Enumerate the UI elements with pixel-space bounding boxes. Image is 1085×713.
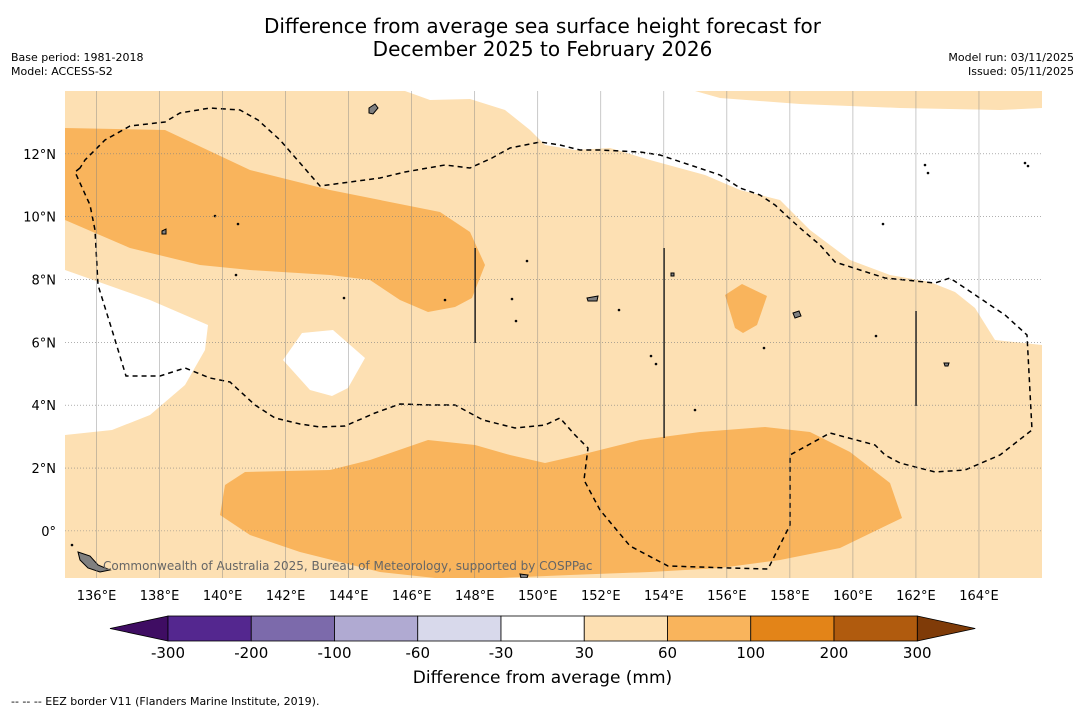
colorbar-bin bbox=[500, 615, 585, 642]
island bbox=[874, 334, 878, 338]
chart-title: Difference from average sea surface heig… bbox=[0, 15, 1085, 61]
lon-tick-label: 156°E bbox=[707, 589, 747, 604]
island bbox=[161, 228, 167, 235]
island bbox=[514, 319, 518, 323]
title-line-1: Difference from average sea surface heig… bbox=[263, 14, 822, 38]
map-watermark: Commonwealth of Australia 2025, Bureau o… bbox=[103, 559, 593, 573]
title-line-2: December 2025 to February 2026 bbox=[372, 37, 713, 61]
colorbar-tick-label: -200 bbox=[234, 644, 268, 662]
colorbar-bin bbox=[167, 615, 252, 642]
lat-tick-label: 6°N bbox=[32, 336, 57, 351]
anomaly-region-60-100 bbox=[220, 427, 902, 578]
lon-tick-label: 162°E bbox=[896, 589, 936, 604]
colorbar-bin bbox=[667, 615, 752, 642]
lon-tick-label: 146°E bbox=[392, 589, 432, 604]
lon-tick-label: 154°E bbox=[644, 589, 684, 604]
island bbox=[443, 298, 447, 302]
island bbox=[617, 308, 621, 312]
island bbox=[510, 297, 514, 301]
anomaly-region-60-100 bbox=[65, 128, 485, 312]
island bbox=[1023, 161, 1027, 165]
lon-tick-label: 152°E bbox=[581, 589, 621, 604]
lat-tick-label: 4°N bbox=[32, 399, 57, 414]
colorbar-over-arrow bbox=[916, 615, 976, 642]
island bbox=[926, 171, 930, 175]
info-right: Model run: 03/11/2025 Issued: 05/11/2025 bbox=[948, 51, 1074, 79]
anomaly-region-60-100 bbox=[725, 284, 767, 333]
lat-tick-label: 0° bbox=[41, 525, 56, 540]
longitude-labels: 136°E 138°E 140°E 142°E 144°E 146°E 148°E 150°E… bbox=[77, 589, 999, 604]
island bbox=[525, 259, 529, 263]
colorbar-tick-label: 60 bbox=[658, 644, 677, 662]
lat-tick-label: 8°N bbox=[32, 274, 57, 289]
lon-tick-label: 138°E bbox=[140, 589, 180, 604]
lon-tick-label: 150°E bbox=[518, 589, 558, 604]
eez-border bbox=[74, 107, 1033, 570]
lon-tick-label: 164°E bbox=[959, 589, 999, 604]
island bbox=[670, 272, 675, 277]
islands bbox=[70, 103, 1030, 578]
issued-date: Issued: 05/11/2025 bbox=[967, 65, 1074, 78]
base-period: Base period: 1981-2018 bbox=[11, 51, 144, 64]
lat-tick-label: 10°N bbox=[23, 211, 56, 226]
colorbar-bin bbox=[334, 615, 419, 642]
island bbox=[792, 310, 802, 319]
colorbar-title: Difference from average (mm) bbox=[412, 668, 673, 688]
colorbar-tick-label: 30 bbox=[575, 644, 594, 662]
island bbox=[881, 222, 885, 226]
island bbox=[923, 163, 927, 167]
island bbox=[234, 273, 238, 277]
island bbox=[519, 573, 529, 578]
colorbar-tick-label: -60 bbox=[406, 644, 431, 662]
colorbar-bin bbox=[583, 615, 668, 642]
colorbar: -300 -200 -100 -60 -30 30 60 100 200 300 bbox=[109, 615, 976, 662]
island bbox=[70, 543, 74, 547]
lon-tick-label: 160°E bbox=[833, 589, 873, 604]
model-name: Model: ACCESS-S2 bbox=[11, 65, 113, 78]
lon-tick-label: 148°E bbox=[455, 589, 495, 604]
island bbox=[693, 408, 697, 412]
island bbox=[586, 295, 599, 302]
colorbar-bin bbox=[250, 615, 335, 642]
colorbar-bin bbox=[417, 615, 502, 642]
island bbox=[77, 551, 112, 573]
info-left: Base period: 1981-2018 Model: ACCESS-S2 bbox=[11, 51, 143, 79]
gridlines bbox=[65, 91, 1042, 578]
island bbox=[1026, 164, 1030, 168]
lat-tick-label: 2°N bbox=[32, 462, 57, 477]
colorbar-tick-label: 200 bbox=[820, 644, 849, 662]
island bbox=[943, 362, 950, 367]
colorbar-bin bbox=[750, 615, 835, 642]
anomaly-region-30-60 bbox=[695, 91, 1042, 110]
colorbar-tick-label: 100 bbox=[736, 644, 765, 662]
colorbar-tick-label: -300 bbox=[151, 644, 185, 662]
island bbox=[342, 296, 346, 300]
island bbox=[368, 103, 379, 115]
island bbox=[654, 362, 658, 366]
colorbar-tick-label: 300 bbox=[903, 644, 932, 662]
colorbar-bin bbox=[833, 615, 918, 642]
lon-tick-label: 136°E bbox=[77, 589, 117, 604]
colorbar-tick-label: -30 bbox=[489, 644, 514, 662]
lat-tick-label: 12°N bbox=[23, 148, 56, 163]
lon-tick-label: 158°E bbox=[770, 589, 810, 604]
latitude-labels: 12°N 10°N 8°N 6°N 4°N 2°N 0° bbox=[23, 148, 56, 540]
island bbox=[762, 346, 766, 350]
lon-tick-label: 140°E bbox=[203, 589, 243, 604]
colorbar-under-arrow bbox=[109, 615, 169, 642]
model-run: Model run: 03/11/2025 bbox=[948, 51, 1074, 64]
island bbox=[236, 222, 240, 226]
eez-footnote: -- -- -- EEZ border V11 (Flanders Marine… bbox=[11, 695, 320, 708]
lon-tick-label: 142°E bbox=[266, 589, 306, 604]
colorbar-tick-label: -100 bbox=[317, 644, 351, 662]
island bbox=[649, 354, 653, 358]
lon-tick-label: 144°E bbox=[329, 589, 369, 604]
